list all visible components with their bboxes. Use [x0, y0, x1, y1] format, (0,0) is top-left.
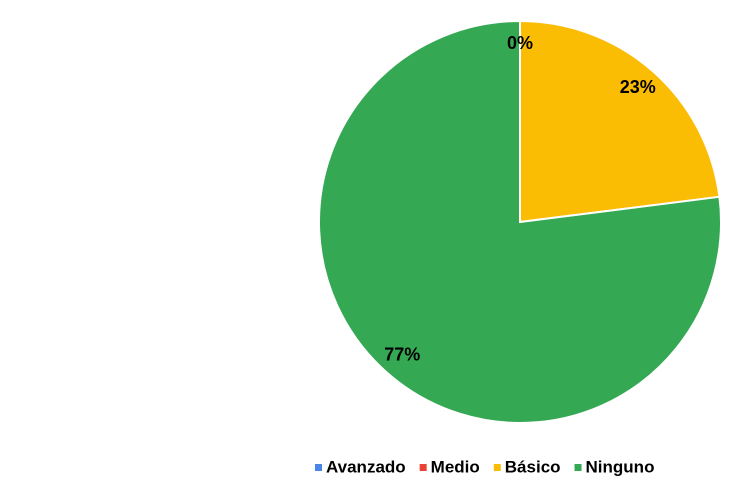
- data-label: 0%: [507, 33, 533, 53]
- legend-label: Medio: [431, 457, 480, 476]
- legend-swatch: [315, 464, 322, 471]
- legend-swatch: [493, 464, 501, 471]
- data-label: 23%: [620, 77, 656, 97]
- legend-label: Básico: [505, 457, 561, 476]
- pie-slice: [519, 19, 721, 224]
- legend-swatch: [419, 464, 427, 471]
- legend-label: Avanzado: [326, 457, 406, 476]
- pie-slice: [318, 19, 722, 424]
- data-label: 77%: [384, 344, 420, 364]
- legend-label: Ninguno: [586, 457, 655, 476]
- legend-swatch: [574, 464, 582, 471]
